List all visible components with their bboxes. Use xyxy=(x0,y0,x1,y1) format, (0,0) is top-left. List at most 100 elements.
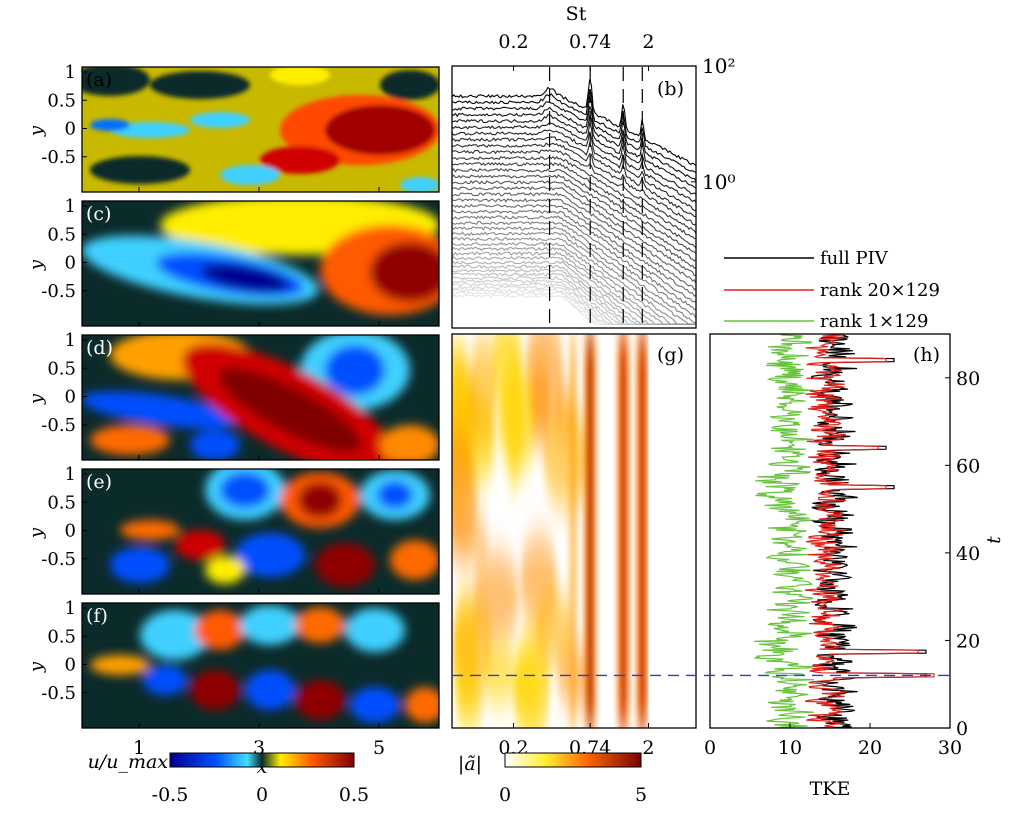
spectrum-line xyxy=(452,95,696,182)
spectrum-line xyxy=(452,106,696,188)
spectrum-line xyxy=(452,180,696,270)
field-y-tick: 1 xyxy=(65,62,76,83)
field-y-tick: 0 xyxy=(65,655,76,676)
panel-e xyxy=(82,469,439,594)
spectrum-line xyxy=(452,161,696,249)
spectrum-line xyxy=(452,149,696,234)
spectrum-line xyxy=(452,197,696,291)
field-y-tick: 0 xyxy=(65,119,76,140)
spectrum-line xyxy=(452,113,696,195)
h-y-tick: 40 xyxy=(956,543,980,565)
y-label-c: y xyxy=(26,259,47,271)
panel-d xyxy=(82,335,439,460)
h-y-ticks: 0 20 40 60 80 xyxy=(945,368,980,740)
spectrum-line xyxy=(452,203,696,297)
colorbar-u-tick: -0.5 xyxy=(152,784,189,806)
h-x-tick: 30 xyxy=(938,737,962,759)
panel-h-series xyxy=(753,334,935,728)
colorbar-a-label: |ã| xyxy=(458,753,482,775)
y-label-a: y xyxy=(26,125,47,137)
st-top-label: St xyxy=(566,3,587,25)
colorbar-u-tick: 0.5 xyxy=(339,784,369,806)
legend-label: rank 1×129 xyxy=(820,311,928,332)
field-y-tick: 1 xyxy=(65,196,76,217)
panel-label-d: (d) xyxy=(86,337,113,359)
colorbar-u-label: u/u_max xyxy=(88,751,169,773)
b-right-tick: 10⁰ xyxy=(702,170,735,194)
panel-label-a: (a) xyxy=(86,69,112,91)
panel-g-frame xyxy=(451,333,697,729)
field-y-tick: -0.5 xyxy=(41,549,76,570)
panel-label-h: (h) xyxy=(913,344,940,366)
panel-label-c: (c) xyxy=(86,203,111,225)
spectrum-line xyxy=(452,209,696,303)
field-y-tick: 0.5 xyxy=(47,358,76,379)
field-y-tick: -0.5 xyxy=(41,683,76,704)
field-y-tick: 0.5 xyxy=(47,90,76,111)
field-y-tick: 0 xyxy=(65,253,76,274)
field-y-tick: 1 xyxy=(65,598,76,619)
spectrum-line xyxy=(452,168,696,254)
field-x-tick: 1 xyxy=(133,737,145,759)
g-x-tick: 2 xyxy=(642,737,654,759)
b-right-ticks: 10² 10⁰ xyxy=(691,54,735,194)
spectrum-line xyxy=(452,236,696,325)
field-y-tick: -0.5 xyxy=(41,415,76,436)
field-y-tick: 0.5 xyxy=(47,492,76,513)
y-label-d: y xyxy=(26,393,47,405)
spectrum-line xyxy=(452,251,696,325)
tke-series-line xyxy=(753,334,815,728)
panel-label-e: (e) xyxy=(86,471,112,493)
panel-a xyxy=(82,67,439,192)
panel-label-g: (g) xyxy=(657,344,684,366)
h-y-tick: 0 xyxy=(956,718,968,740)
h-x-label: TKE xyxy=(810,778,851,800)
spectrum-line xyxy=(452,174,696,262)
spectrum-line xyxy=(452,241,696,325)
spectrum-line xyxy=(452,246,696,325)
spectrum-line xyxy=(452,192,696,284)
spectrum-line xyxy=(452,155,696,240)
field-y-tick: 0 xyxy=(65,521,76,542)
field-y-tick: 1 xyxy=(65,330,76,351)
h-y-tick: 20 xyxy=(956,630,980,652)
tke-series-line xyxy=(804,334,935,728)
spectrum-line xyxy=(452,89,696,173)
panel-g-heatmap xyxy=(452,334,696,728)
field-y-tick: 0 xyxy=(65,387,76,408)
h-x-tick: 20 xyxy=(858,737,882,759)
legend-label: full PIV xyxy=(820,248,889,269)
st-top-ticks: 0.2 0.74 2 xyxy=(498,31,655,71)
spectrum-line xyxy=(452,79,696,166)
panel-b-spectra xyxy=(452,79,696,325)
panel-c xyxy=(82,201,439,326)
field-y-tick: 0.5 xyxy=(47,224,76,245)
spectrum-line xyxy=(452,226,696,324)
h-y-label: t xyxy=(983,536,1005,544)
colorbar-a xyxy=(504,752,642,768)
field-x-tick: 5 xyxy=(373,737,385,759)
b-right-tick: 10² xyxy=(702,54,735,78)
y-label-e: y xyxy=(26,527,47,539)
st-top-tick: 0.2 xyxy=(498,31,528,53)
h-y-tick: 60 xyxy=(956,455,980,477)
spectrum-line xyxy=(452,136,696,218)
colorbar-u-tick: 0 xyxy=(256,784,268,806)
spectrum-line xyxy=(452,215,696,311)
field-y-tick: 0.5 xyxy=(47,626,76,647)
spectrum-line xyxy=(452,129,696,212)
panel-label-b: (b) xyxy=(657,78,684,100)
h-x-ticks: 0 10 20 30 xyxy=(704,723,962,759)
h-x-tick: 10 xyxy=(778,737,802,759)
h-y-tick: 80 xyxy=(956,368,980,390)
st-top-tick: 0.74 xyxy=(569,31,611,53)
spectrum-line xyxy=(452,121,696,203)
spectrum-line xyxy=(452,186,696,277)
legend-label: rank 20×129 xyxy=(820,280,940,301)
colorbar-a-tick: 0 xyxy=(499,784,511,806)
colorbar-u xyxy=(169,752,355,768)
field-y-tick: -0.5 xyxy=(41,147,76,168)
h-x-tick: 0 xyxy=(704,737,716,759)
